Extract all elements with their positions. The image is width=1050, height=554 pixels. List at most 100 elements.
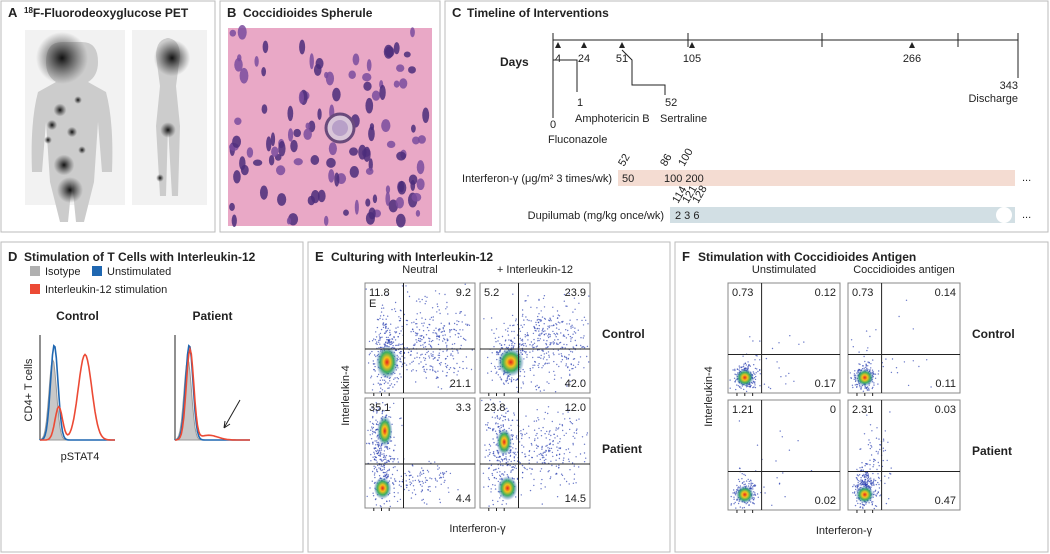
- event-dot: [867, 389, 868, 390]
- event-dot: [862, 475, 863, 476]
- event-dot: [380, 380, 381, 381]
- event-dot: [580, 453, 581, 454]
- event-dot: [549, 320, 550, 321]
- nucleus: [422, 107, 429, 123]
- event-dot: [570, 421, 571, 422]
- row-label: Patient: [972, 444, 1012, 458]
- event-dot: [739, 420, 740, 421]
- event-dot: [414, 343, 415, 344]
- event-dot: [385, 475, 386, 476]
- event-dot: [421, 486, 422, 487]
- pet-lesion: [74, 96, 82, 104]
- legend-swatch: [30, 284, 40, 294]
- event-dot: [388, 341, 389, 342]
- marker: [555, 42, 561, 48]
- event-dot: [576, 433, 577, 434]
- event-dot: [754, 374, 755, 375]
- event-dot: [856, 500, 857, 501]
- event-dot: [390, 417, 391, 418]
- event-dot: [488, 468, 489, 469]
- event-dot: [502, 465, 503, 466]
- event-dot: [388, 387, 389, 388]
- event-dot: [492, 475, 493, 476]
- event-dot: [370, 353, 371, 354]
- event-dot: [789, 450, 790, 451]
- event-dot: [512, 325, 513, 326]
- event-dot: [574, 358, 575, 359]
- event-dot: [418, 340, 419, 341]
- nucleus: [379, 85, 385, 100]
- event-dot: [392, 483, 393, 484]
- event-dot: [858, 482, 859, 483]
- event-dot: [876, 427, 877, 428]
- event-dot: [386, 455, 387, 456]
- legend-label: Isotype: [45, 266, 80, 278]
- event-dot: [500, 456, 501, 457]
- event-dot: [372, 389, 373, 390]
- event-dot: [513, 443, 514, 444]
- y-axis-label: Interleukin-4: [340, 365, 352, 426]
- event-dot: [553, 341, 554, 342]
- event-dot: [878, 491, 879, 492]
- event-dot: [555, 460, 556, 461]
- event-dot: [386, 415, 387, 416]
- event-dot: [544, 356, 545, 357]
- event-dot: [583, 335, 584, 336]
- event-dot: [388, 328, 389, 329]
- event-dot: [375, 444, 376, 445]
- event-dot: [516, 318, 517, 319]
- nucleus: [363, 82, 371, 91]
- event-dot: [861, 462, 862, 463]
- event-dot: [870, 478, 871, 479]
- event-dot: [734, 378, 735, 379]
- event-dot: [869, 464, 870, 465]
- nucleus: [412, 136, 420, 144]
- event-dot: [389, 500, 390, 501]
- event-dot: [879, 465, 880, 466]
- event-dot: [420, 484, 421, 485]
- nucleus: [408, 66, 416, 73]
- event-dot: [456, 374, 457, 375]
- event-dot: [850, 377, 851, 378]
- event-dot: [426, 369, 427, 370]
- event-dot: [425, 319, 426, 320]
- panel-label: A: [8, 5, 18, 20]
- event-dot: [443, 325, 444, 326]
- event-dot: [776, 361, 777, 362]
- event-dot: [514, 414, 515, 415]
- event-dot: [469, 325, 470, 326]
- event-dot: [440, 364, 441, 365]
- event-dot: [402, 481, 403, 482]
- event-dot: [376, 341, 377, 342]
- event-dot: [576, 428, 577, 429]
- event-dot: [864, 433, 865, 434]
- event-dot: [525, 336, 526, 337]
- event-dot: [394, 480, 395, 481]
- event-dot: [554, 339, 555, 340]
- event-dot: [399, 484, 400, 485]
- event-dot: [547, 335, 548, 336]
- event-dot: [376, 469, 377, 470]
- event-dot: [566, 358, 567, 359]
- event-dot: [441, 332, 442, 333]
- event-dot: [863, 356, 864, 357]
- event-dot: [564, 435, 565, 436]
- event-dot: [442, 340, 443, 341]
- event-dot: [498, 354, 499, 355]
- event-dot: [513, 435, 514, 436]
- event-dot: [892, 358, 893, 359]
- event-dot: [384, 469, 385, 470]
- event-dot: [383, 453, 384, 454]
- dose: 50: [622, 173, 634, 185]
- event-dot: [448, 492, 449, 493]
- event-dot: [854, 370, 855, 371]
- event-dot: [464, 339, 465, 340]
- event-dot: [738, 479, 739, 480]
- x-axis-label: pSTAT4: [61, 451, 100, 463]
- event-dot: [578, 364, 579, 365]
- event-dot: [566, 323, 567, 324]
- event-dot: [447, 365, 448, 366]
- event-dot: [439, 474, 440, 475]
- event-dot: [556, 446, 557, 447]
- event-dot: [550, 334, 551, 335]
